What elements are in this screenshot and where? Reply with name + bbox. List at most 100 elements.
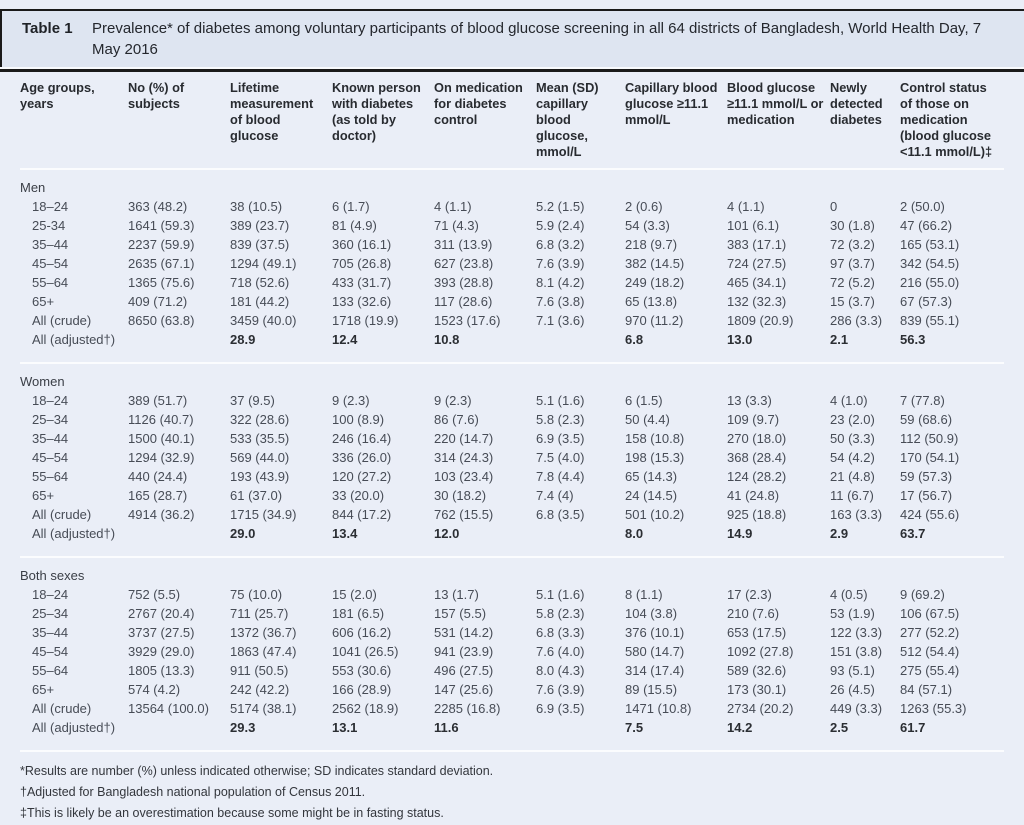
cell: 580 (14.7) [625, 644, 685, 659]
cell: 6.8 [625, 332, 644, 347]
cell: 569 (44.0) [230, 450, 290, 465]
row-label: All (adjusted†) [32, 332, 116, 347]
cell: 41 (24.8) [727, 488, 780, 503]
row-label: 25–34 [32, 606, 69, 621]
cell: 409 (71.2) [128, 294, 188, 309]
cell: 382 (14.5) [625, 256, 685, 271]
cell: 24 (14.5) [625, 488, 678, 503]
cell: 50 (4.4) [625, 412, 670, 427]
cell: 23 (2.0) [830, 412, 875, 427]
cell: 14.2 [727, 720, 753, 735]
cell: 14.9 [727, 526, 753, 541]
cell: 5.1 (1.6) [536, 393, 585, 408]
row-label: 65+ [32, 488, 55, 503]
cell [128, 718, 230, 750]
cell: 11.6 [434, 720, 459, 735]
cell: 433 (31.7) [332, 275, 392, 290]
cell: 762 (15.5) [434, 507, 494, 522]
row-label: 45–54 [32, 450, 69, 465]
cell: 7.6 (3.9) [536, 256, 585, 271]
cell: 86 (7.6) [434, 412, 479, 427]
cell: 752 (5.5) [128, 587, 181, 602]
cell: 10.8 [434, 332, 460, 347]
cell: 5.9 (2.4) [536, 218, 585, 233]
cell: 9 (2.3) [434, 393, 472, 408]
cell: 198 (15.3) [625, 450, 685, 465]
cell: 106 (67.5) [900, 606, 960, 621]
cell: 170 (54.1) [900, 450, 960, 465]
cell: 1092 (27.8) [727, 644, 794, 659]
cell: 440 (24.4) [128, 469, 188, 484]
cell: 4914 (36.2) [128, 507, 195, 522]
cell: 368 (28.4) [727, 450, 787, 465]
cell: 72 (5.2) [830, 275, 875, 290]
cell: 1718 (19.9) [332, 313, 399, 328]
cell: 181 (44.2) [230, 294, 290, 309]
table-header: Age groups, years No (%) of subjects Lifet… [20, 72, 1004, 169]
cell: 1523 (17.6) [434, 313, 501, 328]
cell: 1500 (40.1) [128, 431, 195, 446]
cell: 109 (9.7) [727, 412, 780, 427]
table-row: All (crude) 4914 (36.2) 1715 (34.9) 844 (17… [20, 505, 1004, 524]
cell: 718 (52.6) [230, 275, 290, 290]
table-row: All (adjusted†) 29.3 13.1 11.6 7.5 14.2 2.5 61.… [20, 718, 1004, 750]
cell: 574 (4.2) [128, 682, 181, 697]
cell: 389 (51.7) [128, 393, 188, 408]
table-row: 35–44 1500 (40.1) 533 (35.5) 246 (16.4) 220 … [20, 429, 1004, 448]
cell: 311 (13.9) [434, 237, 493, 252]
cell: 15 (2.0) [332, 587, 377, 602]
cell: 277 (52.2) [900, 625, 960, 640]
row-label: 55–64 [32, 275, 69, 290]
cell: 1263 (55.3) [900, 701, 967, 716]
section-header-row: Women [20, 363, 1004, 391]
table-row: 18–24 389 (51.7) 37 (9.5) 9 (2.3) 9 (2.3) 5.1… [20, 391, 1004, 410]
cell: 2734 (20.2) [727, 701, 794, 716]
cell: 2237 (59.9) [128, 237, 195, 252]
footnotes: *Results are number (%) unless indicated… [20, 750, 1004, 824]
cell: 29.3 [230, 720, 256, 735]
cell: 65 (14.3) [625, 469, 678, 484]
cell: 839 (37.5) [230, 237, 290, 252]
cell: 1809 (20.9) [727, 313, 794, 328]
cell [128, 330, 230, 363]
cell: 81 (4.9) [332, 218, 377, 233]
cell: 5174 (38.1) [230, 701, 297, 716]
cell: 56.3 [900, 332, 926, 347]
cell: 8.0 [625, 526, 644, 541]
cell: 13.4 [332, 526, 358, 541]
cell: 711 (25.7) [230, 606, 289, 621]
cell: 8.1 (4.2) [536, 275, 585, 290]
cell: 12.0 [434, 526, 460, 541]
column-header-age-groups-years: Age groups, years [20, 80, 95, 111]
table-row: 65+ 574 (4.2) 242 (42.2) 166 (28.9) 147 (25.… [20, 680, 1004, 699]
cell: 2635 (67.1) [128, 256, 195, 271]
cell: 158 (10.8) [625, 431, 685, 446]
cell: 705 (26.8) [332, 256, 392, 271]
cell: 7.6 (4.0) [536, 644, 585, 659]
cell: 61 (37.0) [230, 488, 283, 503]
table-row: 25–34 2767 (20.4) 711 (25.7) 181 (6.5) 157 (… [20, 604, 1004, 623]
table-title: Prevalence* of diabetes among voluntary … [92, 20, 982, 58]
cell: 3929 (29.0) [128, 644, 195, 659]
cell: 30 (18.2) [434, 488, 487, 503]
cell [536, 330, 625, 363]
cell: 0 [830, 199, 838, 214]
cell: 531 (14.2) [434, 625, 494, 640]
cell: 120 (27.2) [332, 469, 392, 484]
cell: 6.8 (3.5) [536, 507, 585, 522]
cell: 122 (3.3) [830, 625, 883, 640]
table-row: All (crude) 8650 (63.8) 3459 (40.0) 1718 (1… [20, 311, 1004, 330]
cell: 363 (48.2) [128, 199, 188, 214]
cell: 124 (28.2) [727, 469, 787, 484]
column-header-no-of-subjects: No (%) of subjects [128, 80, 185, 111]
cell: 28.9 [230, 332, 256, 347]
table-row: 65+ 165 (28.7) 61 (37.0) 33 (20.0) 30 (18.2)… [20, 486, 1004, 505]
cell: 12.4 [332, 332, 358, 347]
section-both-sexes: Both sexes 18–24 752 (5.5) 75 (10.0) 15 (2.0… [20, 557, 1004, 750]
cell: 1126 (40.7) [128, 412, 194, 427]
row-label: 55–64 [32, 663, 69, 678]
top-margin [0, 0, 1024, 9]
row-label: All (crude) [32, 701, 92, 716]
cell: 1294 (32.9) [128, 450, 195, 465]
cell: 322 (28.6) [230, 412, 290, 427]
